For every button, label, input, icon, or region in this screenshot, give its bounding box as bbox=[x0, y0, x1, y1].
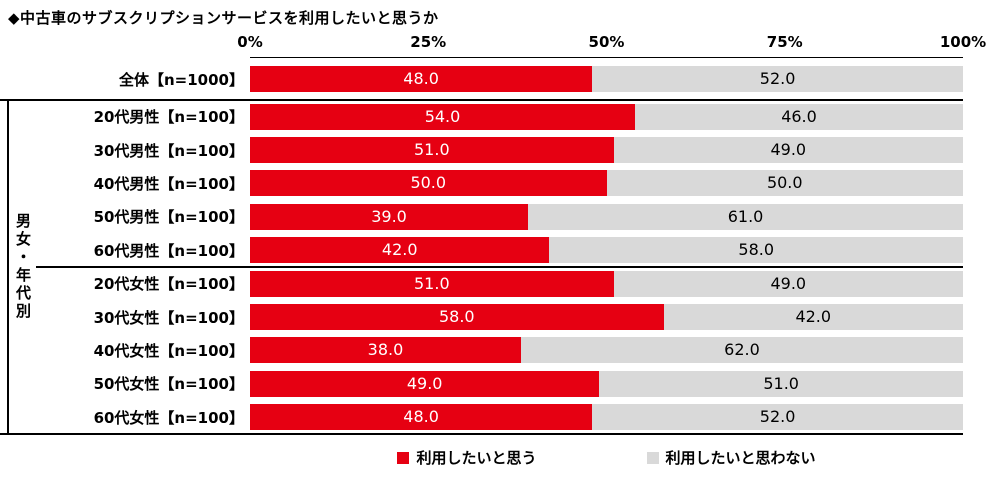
bar-track: 51.0 49.0 bbox=[250, 270, 963, 297]
bar-segment-no: 52.0 bbox=[592, 404, 963, 431]
group-bracket bbox=[7, 99, 9, 435]
axis-top-line bbox=[250, 57, 963, 58]
chart-row: 30代女性【n=100】 58.0 42.0 bbox=[0, 300, 963, 333]
legend-item-no: 利用したいと思わない bbox=[646, 447, 816, 468]
bar-segment-yes: 38.0 bbox=[250, 337, 521, 364]
row-label: 50代男性【n=100】 bbox=[93, 208, 244, 227]
bar-segment-no: 42.0 bbox=[663, 304, 963, 331]
bar-segment-no: 61.0 bbox=[528, 203, 963, 230]
row-label: 60代男性【n=100】 bbox=[93, 241, 244, 260]
bar-segment-yes: 58.0 bbox=[250, 304, 664, 331]
chart-row: 全体【n=1000】 48.0 52.0 bbox=[0, 58, 963, 100]
bar-track: 49.0 51.0 bbox=[250, 370, 963, 397]
bar-segment-no: 49.0 bbox=[613, 137, 963, 164]
bar-track: 39.0 61.0 bbox=[250, 203, 963, 230]
separator-line-gender bbox=[36, 266, 963, 268]
bar-track: 50.0 50.0 bbox=[250, 170, 963, 197]
row-label: 全体【n=1000】 bbox=[119, 70, 244, 89]
row-label: 20代男性【n=100】 bbox=[93, 108, 244, 127]
chart-title: ◆中古車のサブスクリプションサービスを利用したいと思うか bbox=[8, 9, 439, 27]
legend: 利用したいと思う 利用したいと思わない bbox=[250, 447, 963, 468]
bar-segment-no: 58.0 bbox=[549, 237, 963, 264]
axis-tick-label: 25% bbox=[410, 33, 447, 51]
chart-row: 40代女性【n=100】 38.0 62.0 bbox=[0, 334, 963, 367]
legend-swatch-no-icon bbox=[646, 451, 659, 464]
bar-segment-yes: 42.0 bbox=[250, 237, 550, 264]
legend-label-no: 利用したいと思わない bbox=[665, 449, 816, 467]
axis-tick-label: 0% bbox=[237, 33, 263, 51]
chart-row: 20代女性【n=100】 51.0 49.0 bbox=[0, 267, 963, 300]
legend-item-yes: 利用したいと思う bbox=[397, 447, 537, 468]
axis-tick-label: 50% bbox=[588, 33, 625, 51]
row-label: 20代女性【n=100】 bbox=[93, 275, 244, 294]
legend-label-yes: 利用したいと思う bbox=[416, 449, 537, 467]
bar-segment-yes: 51.0 bbox=[250, 270, 614, 297]
bar-segment-no: 62.0 bbox=[520, 337, 963, 364]
legend-swatch-yes-icon bbox=[397, 451, 410, 464]
row-label: 30代男性【n=100】 bbox=[93, 141, 244, 160]
separator-line-total bbox=[0, 99, 963, 101]
group-label: 男女・年代別 bbox=[14, 213, 32, 321]
chart-row: 60代女性【n=100】 48.0 52.0 bbox=[0, 401, 963, 434]
bar-segment-yes: 49.0 bbox=[250, 370, 600, 397]
bar-segment-yes: 50.0 bbox=[250, 170, 607, 197]
bar-track: 58.0 42.0 bbox=[250, 304, 963, 331]
bar-segment-yes: 48.0 bbox=[250, 66, 593, 92]
bar-segment-yes: 48.0 bbox=[250, 404, 593, 431]
bar-segment-no: 51.0 bbox=[599, 370, 963, 397]
row-label: 30代女性【n=100】 bbox=[93, 308, 244, 327]
chart-row: 60代男性【n=100】 42.0 58.0 bbox=[0, 234, 963, 267]
row-label: 50代女性【n=100】 bbox=[93, 375, 244, 394]
row-label: 40代男性【n=100】 bbox=[93, 174, 244, 193]
bar-track: 48.0 52.0 bbox=[250, 66, 963, 92]
chart-row: 20代男性【n=100】 54.0 46.0 bbox=[0, 100, 963, 133]
chart-row: 30代男性【n=100】 51.0 49.0 bbox=[0, 133, 963, 166]
bar-segment-no: 52.0 bbox=[592, 66, 963, 92]
bar-track: 42.0 58.0 bbox=[250, 237, 963, 264]
row-label: 60代女性【n=100】 bbox=[93, 408, 244, 427]
bar-segment-yes: 54.0 bbox=[250, 103, 636, 130]
bar-track: 54.0 46.0 bbox=[250, 103, 963, 130]
bar-track: 51.0 49.0 bbox=[250, 137, 963, 164]
axis-tick-label: 75% bbox=[766, 33, 803, 51]
bar-segment-yes: 39.0 bbox=[250, 203, 529, 230]
bar-segment-no: 50.0 bbox=[606, 170, 963, 197]
chart-bottom-line bbox=[0, 433, 963, 435]
bar-segment-no: 49.0 bbox=[613, 270, 963, 297]
row-label: 40代女性【n=100】 bbox=[93, 341, 244, 360]
bar-segment-yes: 51.0 bbox=[250, 137, 614, 164]
bar-segment-no: 46.0 bbox=[635, 103, 963, 130]
axis-tick-label: 100% bbox=[939, 33, 987, 51]
bar-track: 48.0 52.0 bbox=[250, 404, 963, 431]
chart-row: 50代男性【n=100】 39.0 61.0 bbox=[0, 200, 963, 233]
chart-row: 40代男性【n=100】 50.0 50.0 bbox=[0, 167, 963, 200]
chart-row: 50代女性【n=100】 49.0 51.0 bbox=[0, 367, 963, 400]
bar-track: 38.0 62.0 bbox=[250, 337, 963, 364]
